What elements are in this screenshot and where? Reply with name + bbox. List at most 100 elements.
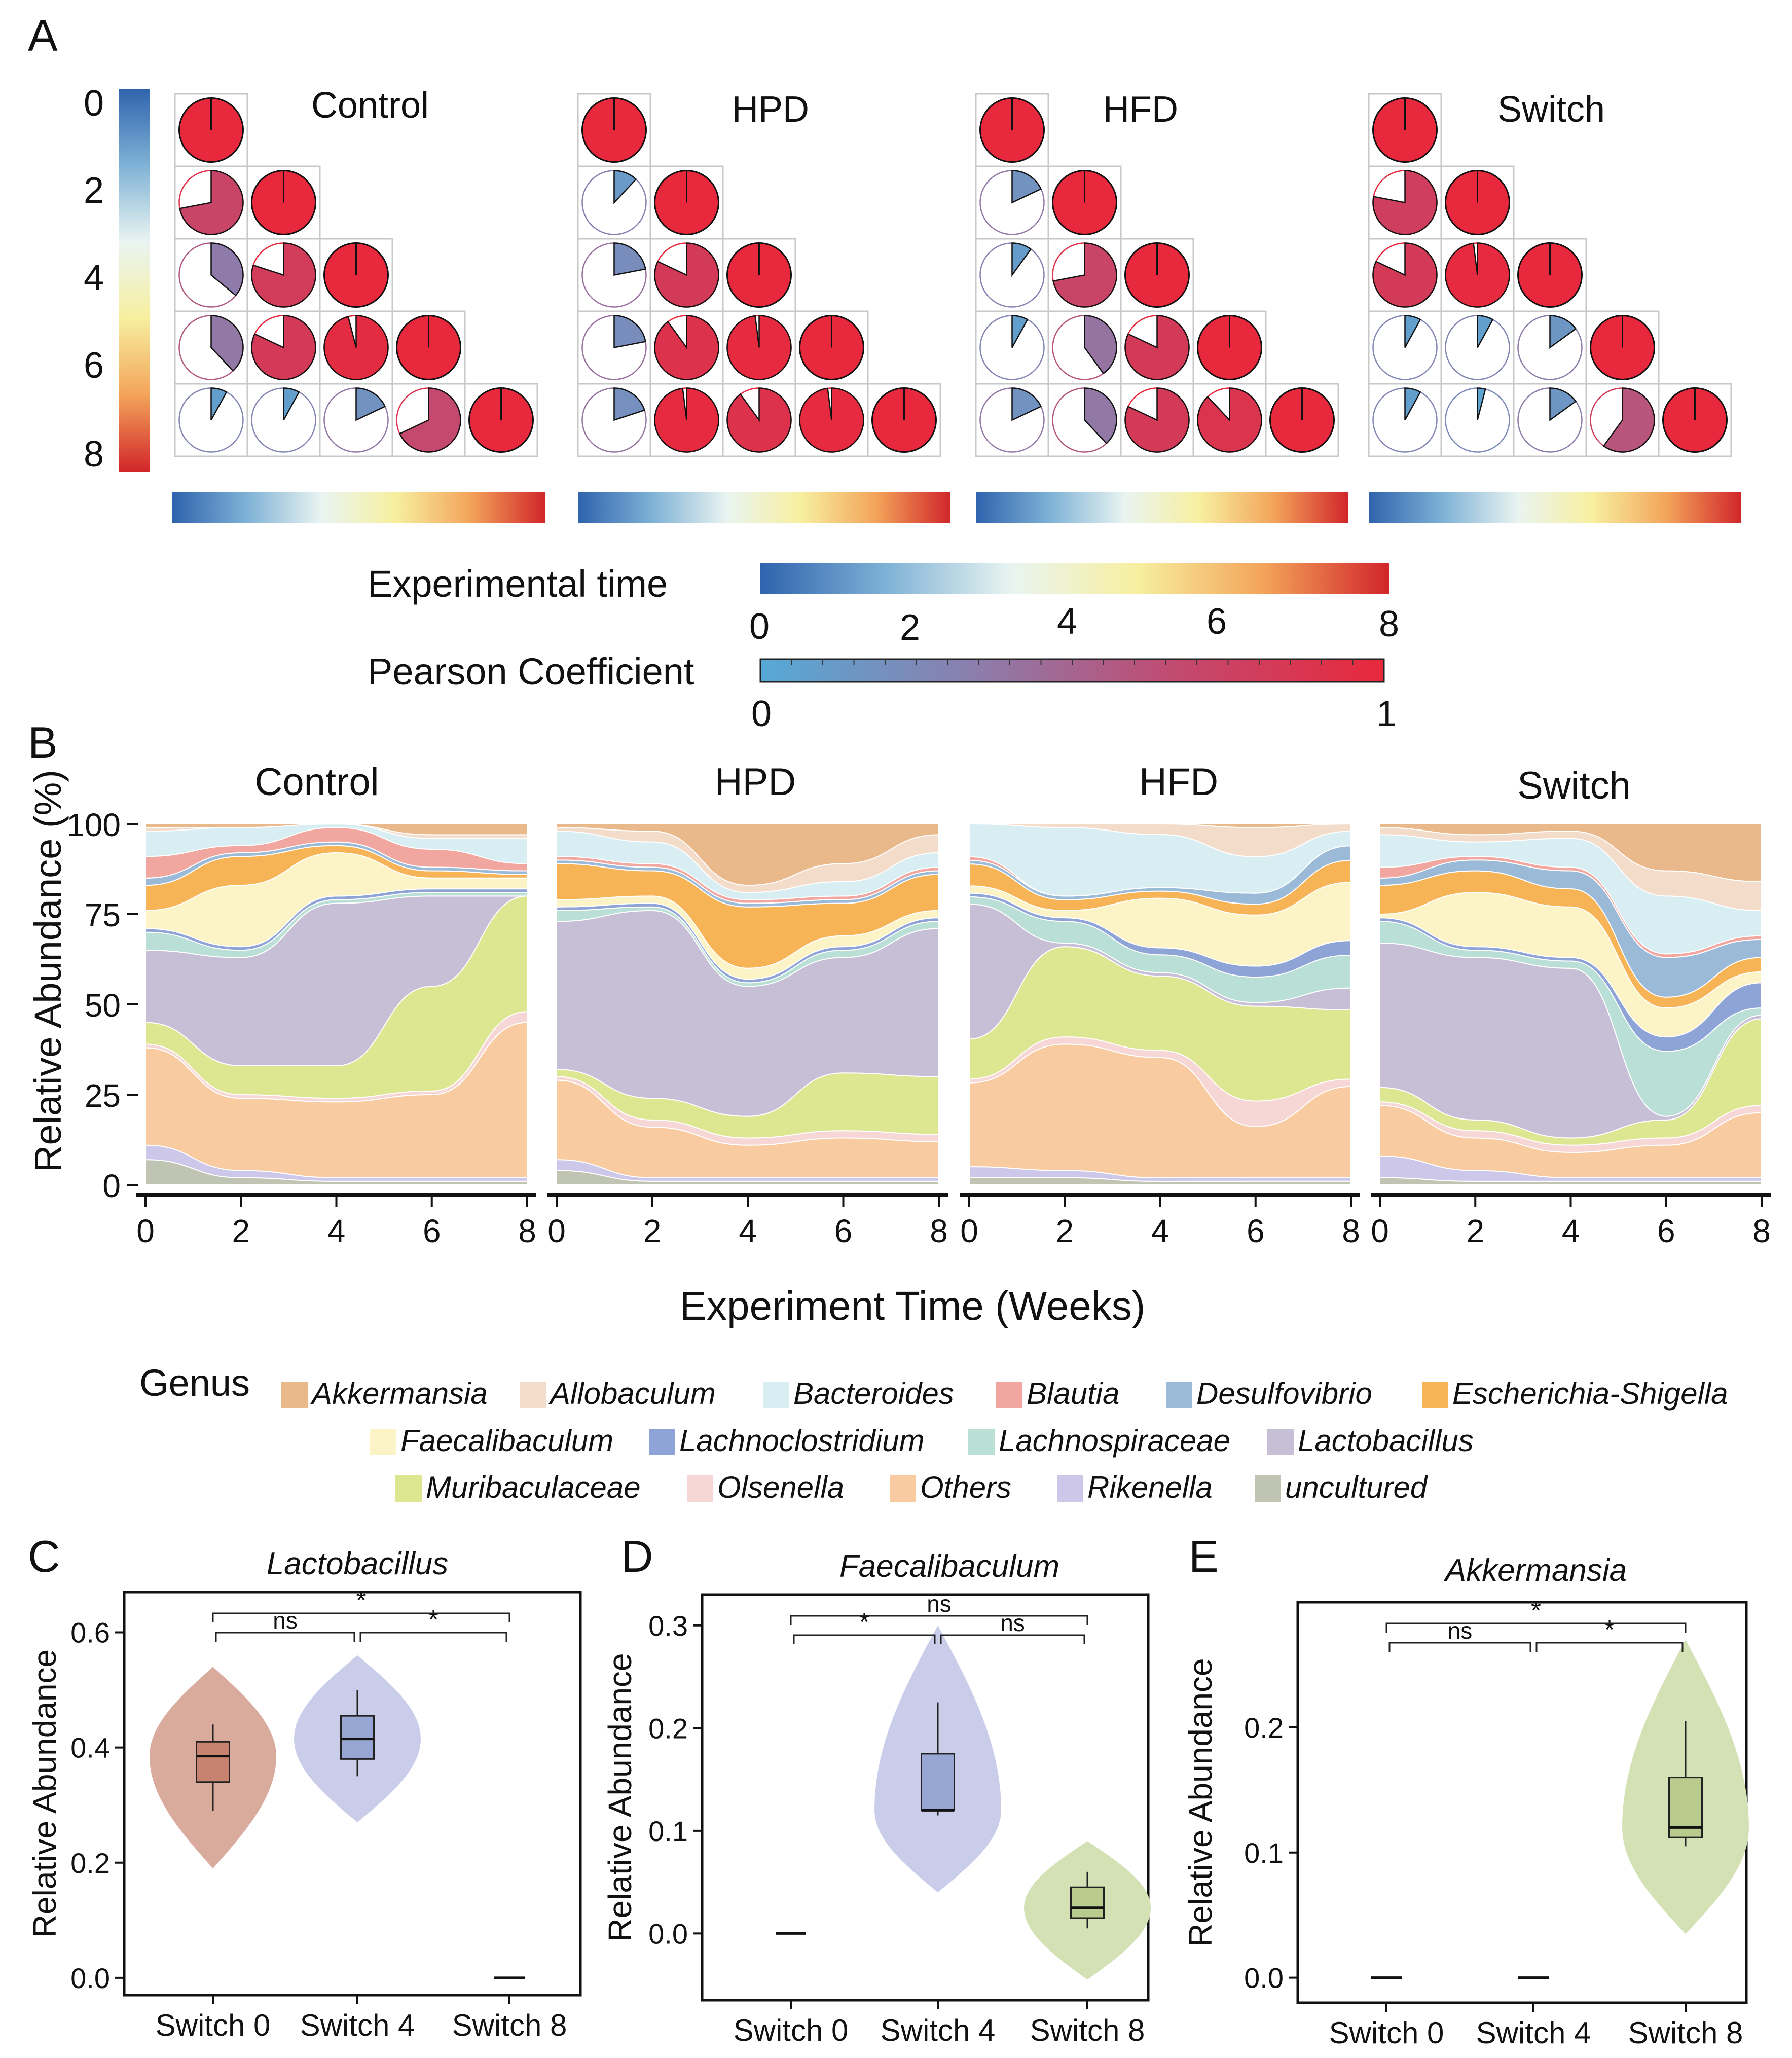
pie-slice xyxy=(1052,242,1117,308)
pie-slice xyxy=(654,387,719,453)
area-akkermansia xyxy=(556,823,939,886)
pie-slice xyxy=(1372,242,1438,308)
genus-legend-title: Genus xyxy=(139,1362,250,1404)
legend-time-tick: 6 xyxy=(1206,601,1227,642)
violin-x-tick-label: Switch 4 xyxy=(881,2013,996,2047)
legend-time-tick: 2 xyxy=(900,607,920,648)
group-title-hpd: HPD xyxy=(732,89,809,130)
panel-b-x-tick-label: 0 xyxy=(136,1213,155,1249)
pie-slice xyxy=(1404,315,1421,348)
legend-label-lactobacillus: Lactobacillus xyxy=(1298,1424,1474,1458)
panel-b-y-axis-label: Relative Abundance (%) xyxy=(27,770,69,1172)
pie-slice xyxy=(654,242,719,308)
significance-bracket xyxy=(940,1634,1085,1644)
pie-slice xyxy=(1011,170,1042,204)
panel-e-violin: Akkermansia Relative Abundance 0.0 0.1 0.2 Sw… xyxy=(1182,1553,1749,2050)
legend-label-escherichia-shigella: Escherichia-Shigella xyxy=(1452,1377,1728,1411)
pie-slice xyxy=(251,315,316,380)
panel-b-x-tick-label: 6 xyxy=(834,1213,853,1249)
violin-y-tick-label: 0.3 xyxy=(648,1610,688,1642)
panel-b-x-tick-label: 4 xyxy=(1562,1213,1580,1249)
violin-y-tick-label: 0.1 xyxy=(648,1815,688,1847)
violin-y-tick-label: 0.0 xyxy=(70,1962,110,1994)
panel-b-group-title: Switch xyxy=(1517,764,1631,807)
pie-slice xyxy=(1084,387,1117,445)
area-akkermansia xyxy=(145,823,528,836)
stacked-area-hpd: HPD 0 2 4 6 8 xyxy=(547,761,948,1249)
panel-b-x-tick-label: 2 xyxy=(232,1213,250,1249)
legend-swatch-uncultured xyxy=(1255,1475,1281,1502)
panel-b-x-tick-label: 6 xyxy=(423,1213,441,1249)
pie-slice xyxy=(799,387,864,453)
panel-b-y-tick-label: 75 xyxy=(85,897,121,933)
panel-letter-d: D xyxy=(621,1531,653,1581)
pie-slice xyxy=(654,315,719,380)
violin-y-tick-label: 0.2 xyxy=(1244,1712,1284,1744)
pie-slice xyxy=(1477,315,1494,348)
time-scale-tick: 4 xyxy=(84,258,104,298)
legend-label-lachnoclostridium: Lachnoclostridium xyxy=(679,1424,925,1458)
pie-slice xyxy=(613,387,645,421)
significance-bracket xyxy=(790,1615,1088,1625)
time-scale-tick: 6 xyxy=(84,345,104,386)
legend-label-blautia: Blautia xyxy=(1027,1377,1119,1411)
legend-time-bar xyxy=(760,563,1389,594)
pie-slice xyxy=(1477,387,1486,420)
legend-label-uncultured: uncultured xyxy=(1285,1470,1428,1504)
legend-label-muribaculaceae: Muribaculaceae xyxy=(426,1470,641,1504)
legend-pearson-tick: 1 xyxy=(1376,694,1397,734)
pie-slice xyxy=(1011,387,1042,421)
legend-label-allobaculum: Allobaculum xyxy=(548,1377,716,1411)
panel-b-x-tick-label: 4 xyxy=(327,1213,346,1249)
legend-time-tick: 0 xyxy=(749,606,770,647)
violin-y-tick-label: 0.0 xyxy=(648,1918,688,1949)
pie-slice xyxy=(323,315,389,380)
significance-label: ns xyxy=(1448,1617,1473,1644)
violin-box xyxy=(340,1715,375,1760)
time-scale-tick: 8 xyxy=(84,434,104,475)
significance-label: * xyxy=(1531,1596,1541,1626)
legend-time-label: Experimental time xyxy=(368,563,668,605)
pie-slice xyxy=(283,387,300,421)
area-akkermansia xyxy=(1379,823,1762,882)
legend-swatch-lactobacillus xyxy=(1267,1429,1294,1455)
violin-box xyxy=(921,1753,955,1811)
violin-y-tick-label: 0.4 xyxy=(70,1732,110,1764)
pie-slice xyxy=(1602,387,1655,453)
pie-slice xyxy=(210,387,228,421)
panel-b-x-tick-label: 4 xyxy=(739,1213,757,1249)
panel-letter-b: B xyxy=(28,717,58,768)
legend-label-others: Others xyxy=(920,1470,1011,1504)
pie-matrix-hfd xyxy=(975,93,1339,457)
panel-b-x-axis-label: Experiment Time (Weeks) xyxy=(680,1283,1146,1328)
pie-matrix-hpd xyxy=(577,93,941,457)
panel-b-y-tick-label: 100 xyxy=(66,807,121,843)
legend-swatch-escherichia-shigella xyxy=(1422,1382,1448,1408)
pie-slice xyxy=(1372,170,1438,235)
pie-slice xyxy=(613,315,646,349)
group-title-hfd: HFD xyxy=(1103,89,1178,130)
panel-b-x-tick-label: 2 xyxy=(1466,1213,1484,1249)
legend-label-lachnospiraceae: Lachnospiraceae xyxy=(999,1424,1230,1458)
stacked-area-hfd: HFD 0 2 4 6 8 xyxy=(960,761,1360,1249)
legend-label-olsenella: Olsenella xyxy=(717,1470,844,1504)
pie-slice xyxy=(1124,387,1190,453)
time-gradient-strip-hpd xyxy=(578,492,950,523)
significance-bracket xyxy=(1385,1622,1687,1633)
panel-b-x-tick-label: 0 xyxy=(960,1213,978,1249)
violin-y-axis-label: Relative Abundance xyxy=(26,1649,63,1938)
pie-slice xyxy=(1084,315,1117,375)
legend-swatch-desulfovibrio xyxy=(1166,1382,1192,1408)
significance-label: * xyxy=(1604,1615,1615,1645)
pie-slice xyxy=(210,242,244,297)
panel-b-x-tick-label: 2 xyxy=(1055,1213,1074,1249)
panel-b-group-title: HPD xyxy=(715,761,796,804)
legend-pearson-minor-ticks xyxy=(791,659,1354,665)
legend-label-faecalibaculum: Faecalibaculum xyxy=(400,1424,613,1458)
violin-x-tick-label: Switch 4 xyxy=(1476,2016,1591,2050)
legend-pearson-label: Pearson Coefficient xyxy=(368,651,694,693)
legend-swatch-blautia xyxy=(996,1382,1022,1408)
panel-letter-a: A xyxy=(28,10,58,60)
violin-x-tick-label: Switch 0 xyxy=(734,2013,849,2047)
